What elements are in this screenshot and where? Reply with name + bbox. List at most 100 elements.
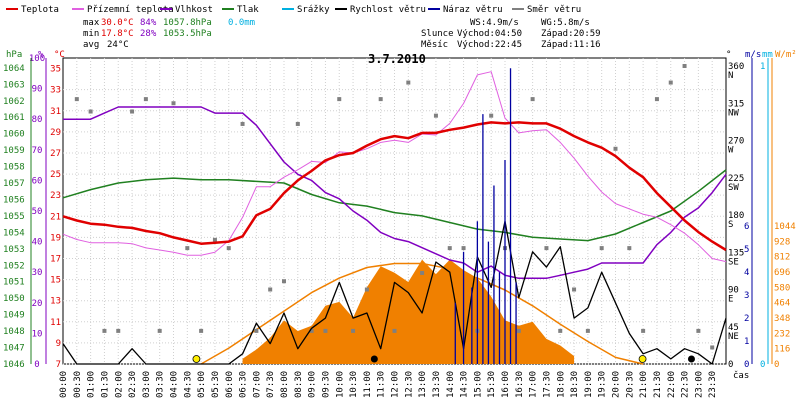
wind-direction-point	[116, 328, 121, 333]
axis-tick-wm2: 116	[774, 345, 790, 355]
axis-tick-deg: 315	[728, 99, 744, 109]
wind-direction-point	[406, 80, 411, 85]
axis-unit-ms: m/s	[745, 50, 761, 60]
wind-direction-point	[489, 113, 494, 118]
wind-speed-line	[62, 220, 727, 365]
axis-tick-deg: 270	[728, 137, 744, 147]
axis-tick-time: 11:30	[377, 371, 387, 398]
axis-tick-ms: 4	[744, 268, 749, 278]
sunrise-marker	[192, 355, 201, 363]
axis-tick-time: 06:30	[239, 371, 249, 398]
axis-tick-time: 16:00	[501, 371, 511, 398]
axis-tick-time: 16:30	[515, 371, 525, 398]
axis-tick-deg: 180	[728, 211, 744, 221]
axis-tick-time: 05:30	[211, 371, 221, 398]
axis-tick-hpa: 1048	[3, 327, 25, 337]
axis-unit-c: °C	[54, 50, 65, 60]
wind-direction-point	[641, 328, 646, 333]
axis-tick-c: 25	[50, 170, 61, 180]
axis-tick-wm2: 0	[774, 360, 779, 370]
wind-direction-point	[240, 121, 245, 126]
axis-tick-ms: 5	[744, 245, 749, 255]
axis-tick-time: 06:00	[225, 371, 235, 398]
axis-tick-hpa: 1047	[3, 344, 25, 354]
axis-tick-dir: S	[728, 220, 733, 230]
axis-tick-time: 13:30	[432, 371, 442, 398]
axis-tick-time: 10:00	[335, 371, 345, 398]
wind-direction-point	[461, 246, 466, 251]
axis-tick-time: 00:00	[59, 371, 69, 398]
axis-tick-wm2: 1044	[774, 222, 796, 232]
wind-direction-point	[102, 328, 107, 333]
axis-tick-time: 03:00	[142, 371, 152, 398]
legend-label-tlak: Tlak	[237, 5, 259, 15]
axis-tick-hpa: 1058	[3, 163, 25, 173]
axis-tick-time: 14:00	[446, 371, 456, 398]
axis-tick-time: 07:30	[266, 371, 276, 398]
axis-unit-hpa: hPa	[6, 50, 22, 60]
legend: Teplota Přízemní teplota Vlhkost Tlak Srážky…	[6, 5, 581, 15]
sun-label: Slunce	[421, 29, 454, 39]
axis-tick-time: 12:30	[404, 371, 414, 398]
axis-tick-c: 31	[50, 107, 61, 117]
axis-tick-time: 05:00	[197, 371, 207, 398]
wind-direction-point	[268, 287, 273, 292]
axis-tick-c: 21	[50, 212, 61, 222]
legend-label-teplota: Teplota	[21, 5, 59, 15]
axis-tick-time: 08:00	[280, 371, 290, 398]
wind-direction-point	[351, 328, 356, 333]
axis-tick-wm2: 696	[774, 268, 790, 278]
moon-set: Západ:11:16	[541, 40, 601, 50]
axis-tick-hpa: 1055	[3, 212, 25, 222]
wind-direction-point	[433, 113, 438, 118]
wind-direction-point	[143, 97, 148, 102]
axis-tick-hpa: 1051	[3, 278, 25, 288]
axis-tick-ms: 0	[744, 360, 749, 370]
axis-tick-c: 11	[50, 318, 61, 328]
solar-radiation-area	[242, 259, 575, 364]
axis-tick-time: 15:00	[473, 371, 483, 398]
temperature-line	[62, 121, 727, 252]
axis-tick-time: 22:30	[681, 371, 691, 398]
axis-tick-time: 19:30	[598, 371, 608, 398]
axis-tick-hpa: 1056	[3, 195, 25, 205]
axis-tick-ms: 1	[744, 337, 749, 347]
legend-label-naraz: Náraz větru	[443, 5, 503, 15]
axis-tick-time: 04:00	[170, 371, 180, 398]
wind-direction-point	[447, 246, 452, 251]
wind-direction-point	[544, 246, 549, 251]
axis-tick-dir: N	[728, 71, 733, 81]
axis-tick-time: 17:00	[529, 371, 539, 398]
axis-tick-time: 18:00	[556, 371, 566, 398]
axis-tick-time: 01:00	[87, 371, 97, 398]
axis-tick-time: 23:00	[694, 371, 704, 398]
axis-tick-time: 01:30	[100, 371, 110, 398]
axis-tick-time: 20:30	[625, 371, 635, 398]
axis-tick-dir: NW	[728, 108, 739, 118]
legend-label-rychlost: Rychlost větru	[350, 5, 426, 15]
wind-direction-point	[282, 279, 286, 284]
stat-min-temp: 17.8°C	[101, 29, 134, 39]
axis-tick-pct: 80	[32, 115, 43, 125]
axis-tick-deg: 360	[728, 62, 744, 72]
moonrise-marker	[687, 355, 695, 363]
axis-tick-time: 22:00	[667, 371, 677, 398]
axis-tick-c: 15	[50, 276, 61, 286]
axis-tick-time: 09:00	[308, 371, 318, 398]
legend-label-pocitova: Přízemní teplota	[87, 5, 174, 15]
legend-label-smer: Směr větru	[527, 5, 581, 15]
axis-tick-pct: 60	[32, 176, 43, 186]
axis-tick-ms: 2	[744, 314, 749, 324]
wind-direction-point	[530, 97, 535, 102]
axis-tick-hpa: 1064	[3, 64, 25, 74]
axis-tick-pct: 100	[29, 54, 45, 64]
axis-tick-wm2: 348	[774, 314, 790, 324]
axis-tick-hpa: 1059	[3, 146, 25, 156]
stat-max-label: max	[83, 18, 100, 28]
axis-tick-mm: 0	[760, 360, 765, 370]
wind-direction-point	[654, 97, 659, 102]
ground-temperature-line	[62, 71, 727, 263]
axis-tick-time: 23:30	[708, 371, 718, 398]
axis-tick-hpa: 1057	[3, 179, 25, 189]
